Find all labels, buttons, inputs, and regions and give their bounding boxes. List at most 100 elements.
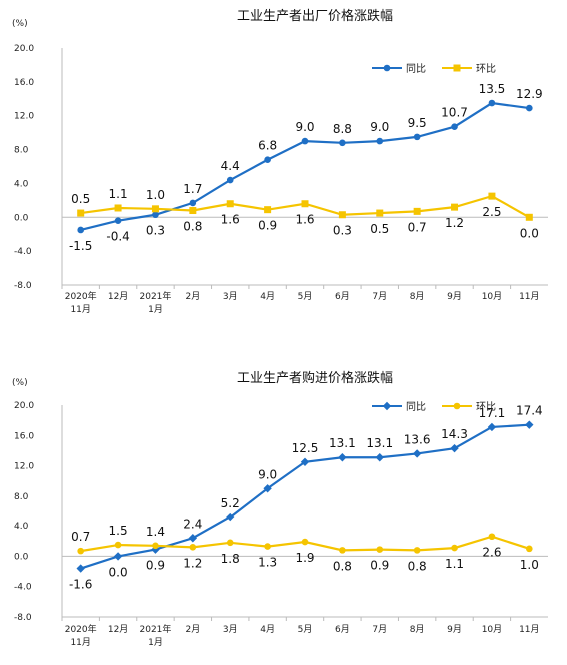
x-tick-label: 11月 (519, 624, 539, 635)
x-tick-label: 4月 (260, 624, 275, 635)
data-point (526, 104, 533, 112)
data-label: 1.0 (520, 558, 539, 572)
data-label: 9.5 (408, 116, 427, 130)
x-tick-label: 8月 (410, 624, 425, 635)
data-point (451, 203, 459, 211)
data-label: 5.2 (221, 496, 240, 510)
data-label: 1.3 (258, 556, 277, 570)
y-tick-label: 8.0 (14, 146, 29, 156)
x-tick-label: 11月 (70, 304, 90, 315)
y-tick-label: -8.0 (14, 613, 32, 623)
x-tick-label: 2020年 (65, 290, 97, 302)
data-label: 2.6 (482, 546, 501, 560)
x-tick-label: 1月 (148, 304, 163, 315)
data-point (526, 545, 533, 553)
chart-title: 工业生产者购进价格涨跌幅 (237, 370, 393, 386)
data-label: 12.9 (516, 87, 543, 101)
data-point (525, 420, 534, 429)
x-tick-label: 2月 (185, 624, 200, 635)
data-label: 0.3 (333, 224, 352, 238)
legend-swatch-marker (382, 401, 392, 411)
series-yoy (76, 420, 534, 573)
data-point (189, 544, 197, 551)
data-point (413, 547, 421, 554)
data-point (114, 217, 122, 224)
data-label: 1.7 (183, 182, 202, 196)
y-tick-label: 16.0 (14, 78, 34, 88)
data-label: 1.6 (221, 213, 240, 227)
data-point (413, 133, 421, 141)
data-label: 8.8 (333, 122, 352, 136)
x-tick-label: 1月 (148, 637, 163, 648)
data-point (263, 484, 272, 493)
y-tick-label: 16.0 (14, 431, 34, 441)
legend: 同比 环比 (372, 401, 496, 413)
legend-swatch-marker (453, 402, 461, 410)
legend-swatch-marker (453, 64, 461, 72)
chart-producer-outgoing-price: 工业生产者出厂价格涨跌幅 (%) 20.0 16.0 12.0 8.0 4.0 0.0 -4.0… (12, 8, 548, 315)
x-tick-label: 9月 (447, 291, 462, 302)
data-point (264, 206, 272, 214)
y-unit-label: (%) (12, 19, 28, 29)
y-tick-label: 0.0 (14, 552, 29, 562)
data-point (152, 542, 159, 550)
y-tick-label: 4.0 (14, 179, 29, 189)
data-label: 4.4 (221, 159, 240, 173)
data-point (339, 547, 346, 554)
data-label: 12.5 (292, 441, 319, 455)
data-point (488, 192, 496, 200)
x-tick-label: 5月 (298, 624, 313, 635)
data-point (488, 533, 496, 541)
data-label: 9.0 (370, 120, 389, 134)
series-mom (77, 533, 533, 555)
data-point (188, 534, 198, 543)
y-tick-label: 4.0 (14, 522, 29, 532)
y-tick-label: 20.0 (14, 44, 34, 54)
y-tick-label: 8.0 (14, 492, 29, 502)
data-point (301, 200, 309, 208)
data-point (226, 200, 234, 208)
data-point (226, 539, 234, 547)
data-label: 0.9 (146, 559, 165, 573)
data-point (300, 457, 310, 466)
data-label: 0.9 (370, 559, 389, 573)
data-point (264, 543, 271, 550)
data-label: 1.8 (221, 552, 240, 566)
data-label: 1.9 (295, 551, 314, 565)
data-label: 0.8 (333, 559, 352, 573)
legend-swatch-marker (383, 64, 391, 72)
data-label: 17.4 (516, 404, 543, 418)
legend: 同比 环比 (372, 63, 496, 75)
x-tick-label: 8月 (410, 291, 425, 302)
data-label: 1.0 (146, 188, 165, 202)
y-unit-label: (%) (12, 378, 28, 388)
data-label: 0.3 (146, 224, 165, 238)
data-point (488, 99, 496, 107)
data-point (376, 546, 384, 553)
data-label: 13.6 (404, 432, 431, 446)
y-tick-label: 20.0 (14, 401, 34, 411)
legend-label: 同比 (406, 401, 426, 413)
data-label: 0.0 (520, 226, 539, 240)
data-label: 13.5 (479, 82, 506, 96)
x-tick-label: 11月 (519, 291, 539, 302)
data-point (412, 449, 422, 458)
x-tick-label: 2021年 (140, 290, 172, 302)
data-point (189, 199, 197, 207)
y-tick-label: 12.0 (14, 462, 34, 472)
data-label: -1.5 (69, 239, 92, 253)
data-point (264, 156, 271, 164)
legend-label: 环比 (476, 401, 496, 413)
data-point (338, 453, 347, 462)
x-tick-label: 9月 (447, 624, 462, 635)
y-tick-label: -4.0 (14, 247, 32, 257)
x-tick-label: 12月 (108, 624, 128, 635)
x-tick-label: 7月 (372, 291, 387, 302)
series-yoy (77, 99, 533, 234)
legend-label: 同比 (406, 63, 426, 75)
x-tick-label: 5月 (298, 291, 313, 302)
x-tick-label: 2020年 (65, 623, 97, 635)
data-label: 6.8 (258, 139, 277, 153)
x-tick-label: 2021年 (140, 623, 172, 635)
data-label: 1.1 (445, 557, 464, 571)
